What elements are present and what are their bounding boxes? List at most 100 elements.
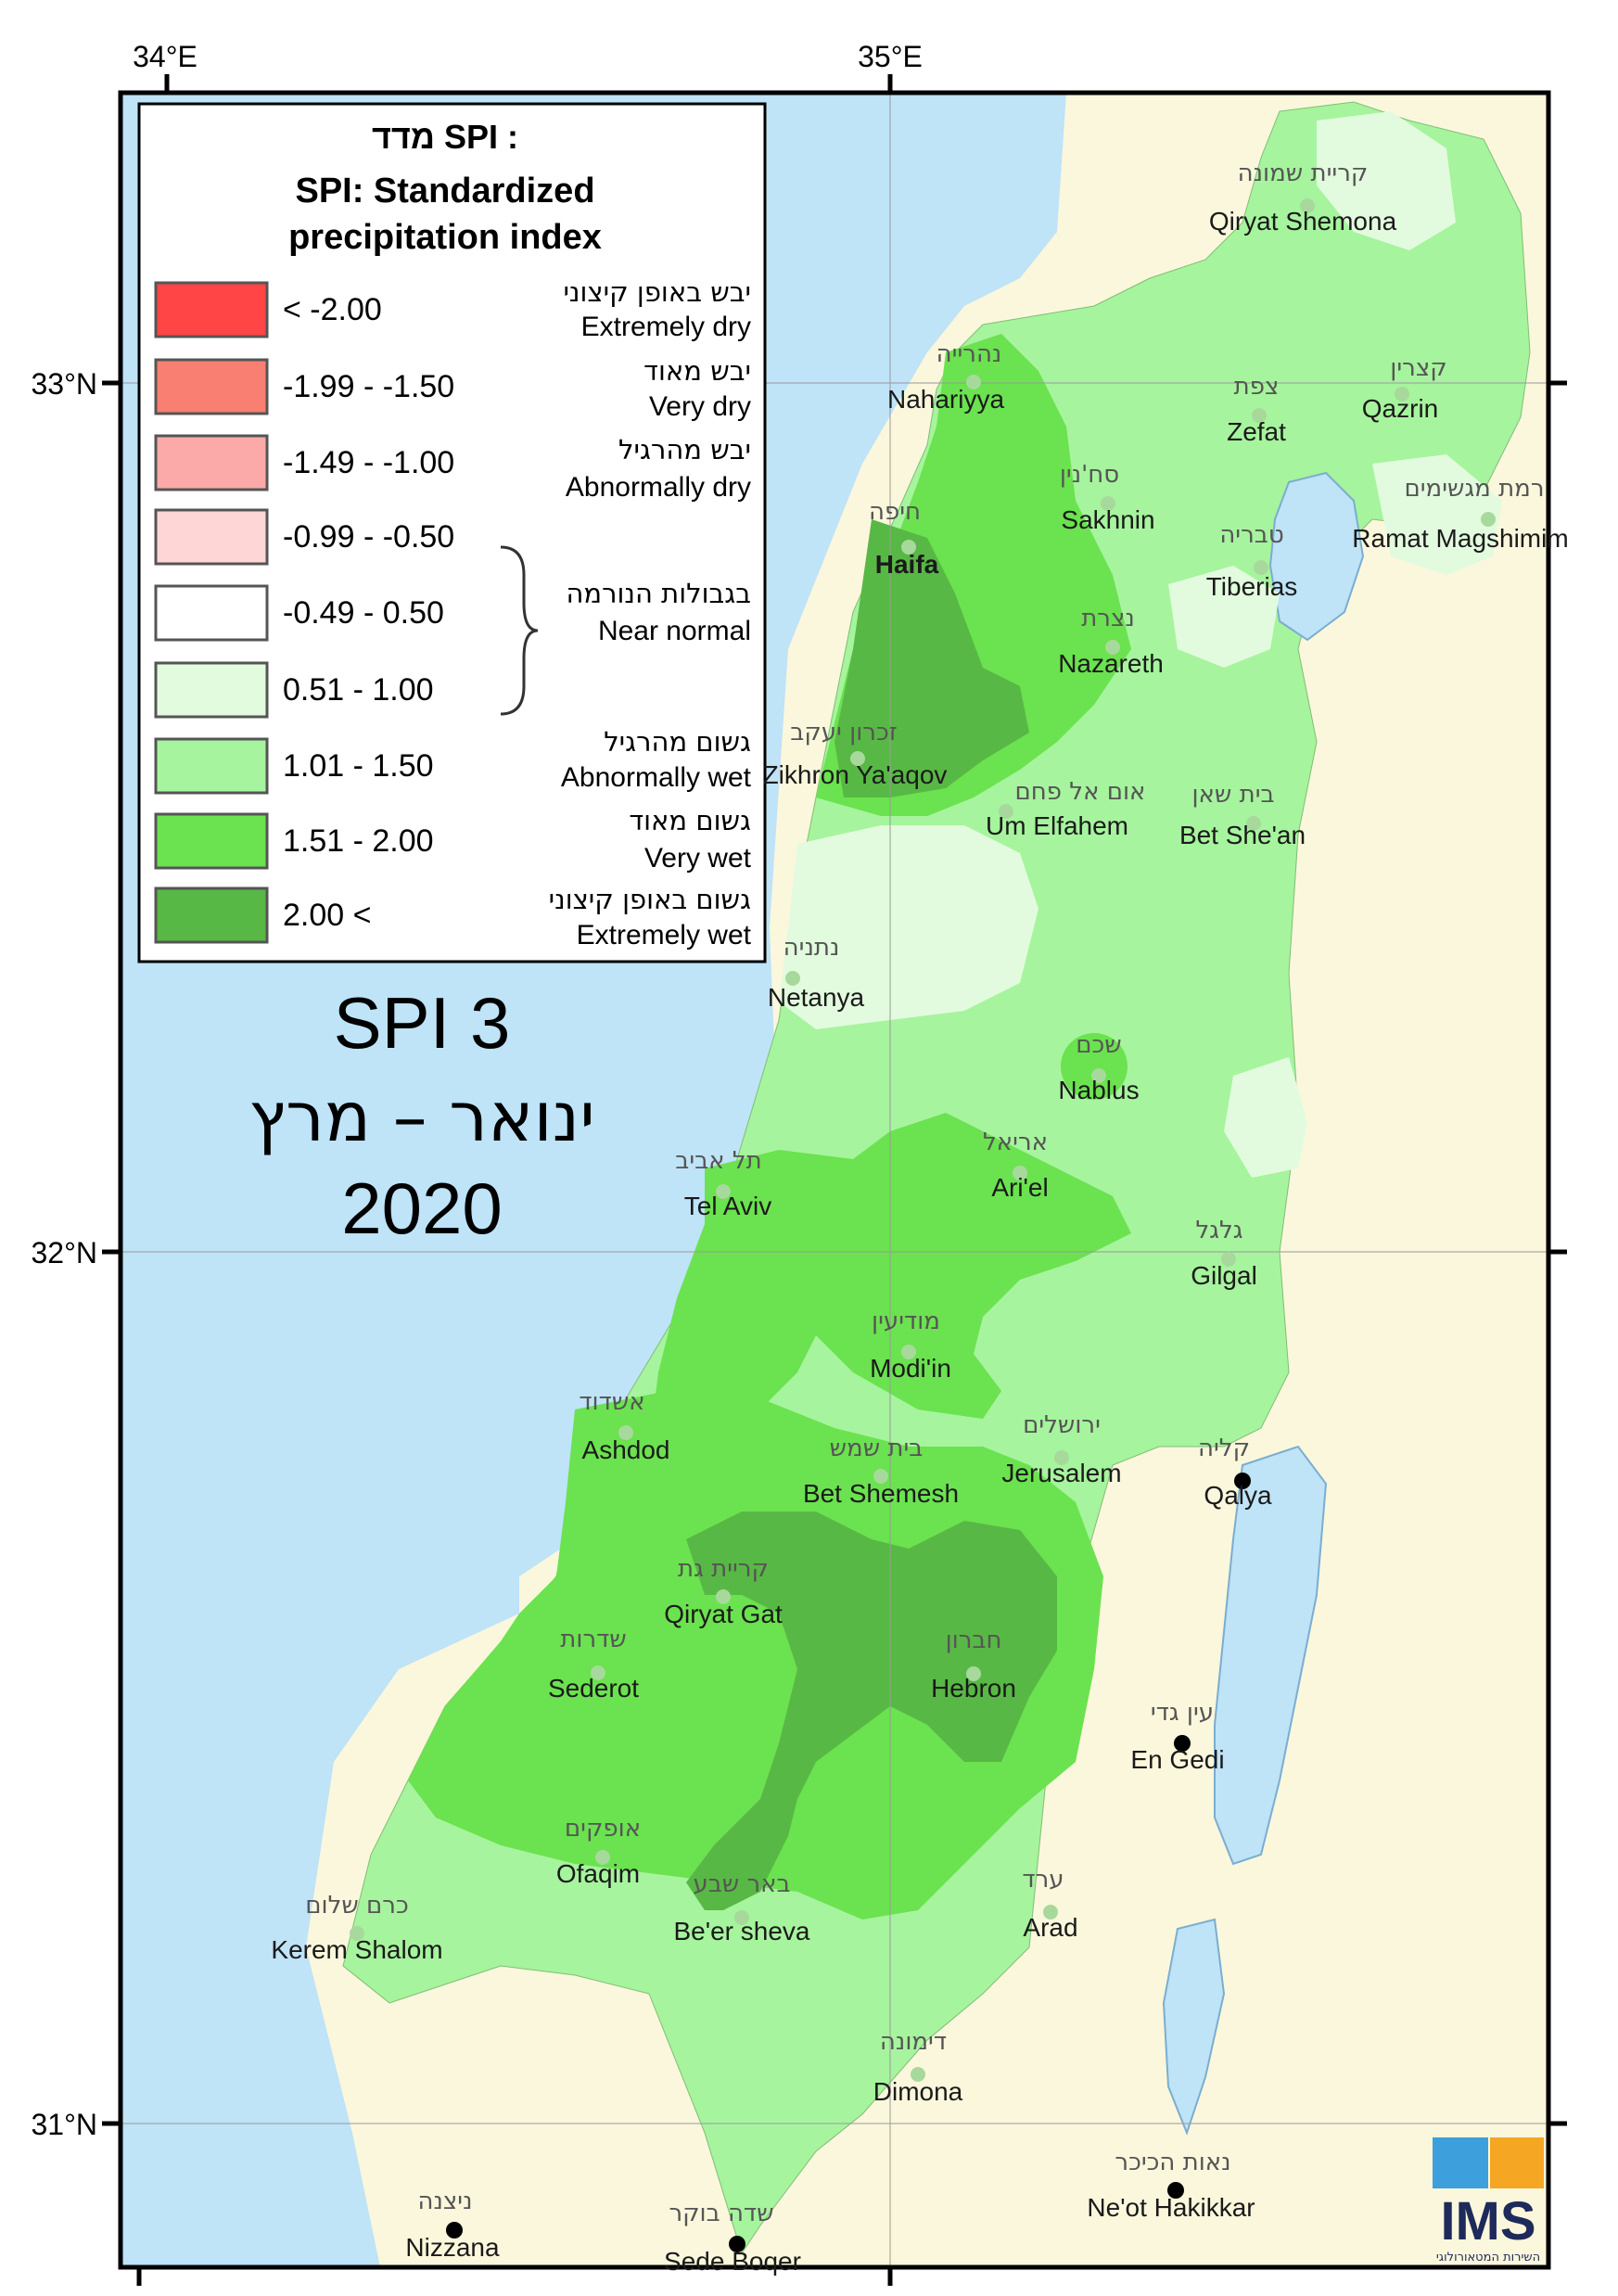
place-marker — [1013, 1166, 1027, 1180]
place-marker — [729, 2236, 745, 2252]
place-label-en: Hebron — [931, 1674, 1016, 1703]
place-label-he: באר שבע — [693, 1870, 790, 1898]
legend-range-2: -1.49 - -1.00 — [283, 445, 454, 480]
place-label-he: נצרת — [1081, 605, 1135, 632]
dead-sea-south — [1162, 1918, 1226, 2136]
legend-range-8: 2.00 < — [283, 898, 371, 933]
place-label-he: בית שאן — [1191, 781, 1274, 809]
place-label-en: Ari'el — [991, 1173, 1048, 1202]
place-label-en: Um Elfahem — [986, 811, 1128, 840]
sea-of-galilee — [1268, 471, 1365, 642]
place-marker — [716, 1184, 731, 1199]
place-marker — [911, 2067, 925, 2082]
place-labels: קריית שמונה Qiryat Shemona נהרייה Nahariyya… — [271, 159, 1568, 2276]
place-label-en: Ne'ot Hakikkar — [1087, 2193, 1255, 2222]
place-label-he: אשדוד — [579, 1388, 644, 1416]
spi-zone-near-normal-sharon — [779, 825, 1038, 1029]
legend-range-7: 1.51 - 2.00 — [283, 823, 434, 859]
legend-swatch-5 — [154, 661, 269, 719]
place-label-he: שכם — [1076, 1031, 1121, 1059]
place-marker — [1252, 408, 1267, 423]
legend-cat-en-3: Near normal — [598, 616, 751, 646]
place-label-he: אופקים — [565, 1815, 641, 1843]
place-marker — [1221, 1252, 1236, 1267]
place-label-he: אום אל פחם — [1015, 778, 1146, 806]
place-label-en: Tiberias — [1206, 572, 1298, 601]
spi-zone-near-normal-golan — [1372, 454, 1502, 575]
place-label-he: קריית גת — [678, 1555, 769, 1583]
place-label-en: Sederot — [548, 1674, 639, 1703]
place-label-en: Ofaqim — [556, 1859, 640, 1888]
place-label-en: Nizzana — [405, 2233, 500, 2262]
legend-brace — [500, 545, 539, 716]
place-label-en: Qazrin — [1362, 394, 1438, 423]
place-label-en: Qiryat Gat — [664, 1600, 783, 1628]
place-label-he: רמת מגשימים — [1404, 475, 1544, 503]
spi-zone-near-normal-east — [1224, 1057, 1307, 1178]
legend-swatch-6 — [154, 737, 269, 795]
logo-tile-blue — [1433, 2137, 1488, 2188]
place-marker — [350, 1926, 364, 1941]
place-label-he: בית שמש — [830, 1435, 924, 1462]
place-label-he: ניצנה — [417, 2188, 472, 2215]
legend-title-he: מדד SPI : — [372, 118, 518, 156]
legend-cat-en-0: Extremely dry — [581, 312, 751, 342]
legend-swatch-4 — [154, 584, 269, 642]
place-label-en: Nahariyya — [887, 385, 1004, 414]
place-label-en: Ashdod — [582, 1435, 670, 1464]
legend-swatch-1 — [154, 358, 269, 415]
place-label-en: Bet Shemesh — [803, 1479, 959, 1508]
lat-label-33: 33°N — [32, 367, 98, 401]
place-label-en: Nazareth — [1058, 649, 1164, 678]
legend-cat-en-4: Abnormally wet — [561, 762, 752, 793]
place-label-en: Modi'in — [870, 1354, 951, 1383]
legend-cat-he-2: יבש מהרגיל — [618, 434, 751, 466]
map-title: SPI 3 — [334, 982, 511, 1064]
place-marker — [618, 1425, 633, 1440]
spi-zone-near-normal-upper-galilee — [1317, 111, 1456, 250]
place-label-en: Zefat — [1227, 417, 1286, 446]
legend-cat-he-3: בגבולות הנורמה — [566, 578, 751, 609]
legend-cat-en-6: Extremely wet — [577, 920, 752, 950]
place-marker — [1481, 512, 1496, 527]
place-marker — [595, 1850, 610, 1865]
logo-tile-orange — [1490, 2137, 1544, 2188]
place-label-he: ערד — [1022, 1866, 1064, 1894]
lat-label-32: 32°N — [32, 1236, 98, 1269]
spi-zone-extremely-wet-hebron — [686, 1512, 1057, 1910]
legend-cat-he-1: יבש מאוד — [643, 355, 751, 387]
place-label-he: צפת — [1234, 373, 1280, 401]
place-label-en: Sede Boqer — [664, 2247, 801, 2276]
place-marker — [1254, 560, 1268, 575]
place-label-en: Jerusalem — [1001, 1459, 1121, 1487]
legend-swatch-8 — [154, 887, 269, 944]
legend-swatch-0 — [154, 281, 269, 338]
legend-cat-he-0: יבש באופן קיצוני — [563, 276, 751, 308]
place-label-he: מודיעין — [872, 1307, 940, 1335]
place-label-he: סח'נין — [1060, 461, 1119, 489]
lat-label-31: 31°N — [32, 2108, 98, 2141]
legend-cat-en-1: Very dry — [649, 391, 751, 422]
place-marker — [1395, 387, 1409, 402]
place-label-he: חיפה — [869, 498, 921, 526]
spi-zone-extremely-wet-carmel — [834, 519, 1029, 797]
place-label-he: נתניה — [784, 934, 840, 962]
legend-range-4: -0.49 - 0.50 — [283, 595, 444, 631]
legend-cat-he-4: גשום מהרגיל — [604, 726, 751, 758]
place-label-en: Haifa — [875, 550, 939, 579]
place-marker — [901, 540, 916, 555]
place-marker — [446, 2222, 463, 2239]
legend-range-0: < -2.00 — [283, 292, 382, 327]
place-marker — [591, 1665, 605, 1680]
place-marker — [1043, 1905, 1058, 1920]
place-label-he: קליה — [1198, 1435, 1250, 1462]
place-label-he: טבריה — [1219, 521, 1283, 549]
legend-cat-en-2: Abnormally dry — [566, 472, 751, 503]
place-label-en: Sakhnin — [1061, 505, 1154, 534]
place-marker — [1091, 1068, 1106, 1083]
place-label-he: שדה בוקר — [669, 2200, 773, 2227]
legend: מדד SPI : SPI: Standardized precipitatio… — [137, 102, 767, 963]
place-label-he: ירושלים — [1023, 1411, 1101, 1439]
legend-range-6: 1.01 - 1.50 — [283, 748, 434, 784]
legend-title-en-2: precipitation index — [288, 218, 602, 257]
